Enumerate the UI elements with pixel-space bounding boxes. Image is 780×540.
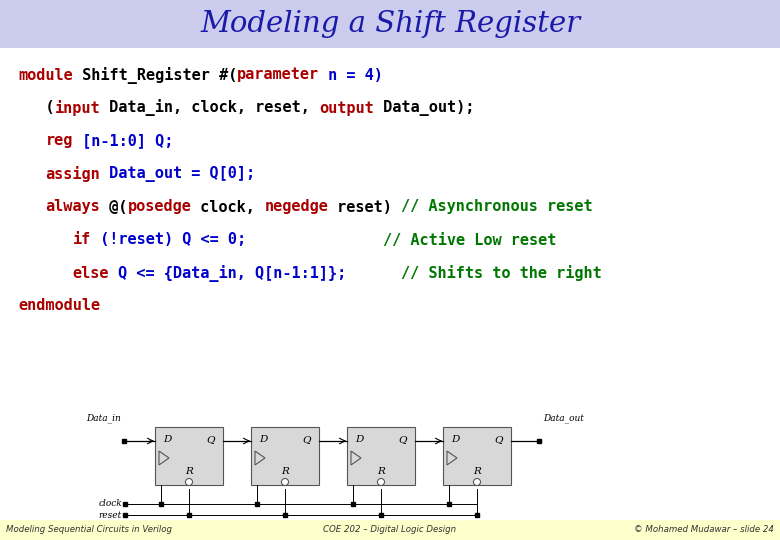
Text: endmodule: endmodule (18, 299, 100, 314)
Text: negedge: negedge (264, 199, 328, 214)
Text: Modeling a Shift Register: Modeling a Shift Register (200, 10, 580, 38)
Text: module: module (18, 68, 73, 83)
Text: Data_out: Data_out (543, 413, 584, 423)
Text: R: R (281, 468, 289, 476)
Text: COE 202 – Digital Logic Design: COE 202 – Digital Logic Design (324, 525, 456, 535)
Bar (443, 427, 511, 485)
Text: assign: assign (45, 166, 100, 182)
Bar (0, 520, 780, 540)
Text: Q: Q (207, 435, 215, 444)
Text: output: output (319, 100, 374, 116)
Text: Shift_Register #(: Shift_Register #( (73, 66, 237, 84)
Text: input: input (55, 100, 100, 116)
Text: reset: reset (99, 510, 122, 519)
Text: Modeling Sequential Circuits in Verilog: Modeling Sequential Circuits in Verilog (6, 525, 172, 535)
Text: (: ( (18, 100, 55, 116)
Text: D: D (451, 435, 459, 444)
Circle shape (378, 478, 385, 485)
Text: D: D (259, 435, 268, 444)
Bar (155, 427, 223, 485)
Text: clock,: clock, (191, 199, 264, 214)
Text: else: else (73, 266, 109, 280)
Text: // Active Low reset: // Active Low reset (383, 233, 556, 247)
Text: R: R (185, 468, 193, 476)
Text: reg: reg (45, 133, 73, 148)
Text: Q: Q (303, 435, 311, 444)
Text: // Shifts to the right: // Shifts to the right (401, 265, 602, 281)
Circle shape (473, 478, 480, 485)
Text: Q: Q (495, 435, 503, 444)
Text: R: R (377, 468, 385, 476)
Text: always: always (45, 199, 100, 214)
Text: reset): reset) (328, 199, 401, 214)
Bar (251, 427, 319, 485)
Text: D: D (163, 435, 172, 444)
Circle shape (186, 478, 193, 485)
Text: © Mohamed Mudawar – slide 24: © Mohamed Mudawar – slide 24 (634, 525, 774, 535)
Bar (347, 427, 415, 485)
Text: @(: @( (100, 199, 127, 214)
Bar (0, 0, 780, 48)
Text: posedge: posedge (127, 199, 191, 214)
Text: Q <= {Data_in, Q[n-1:1]};: Q <= {Data_in, Q[n-1:1]}; (109, 265, 401, 281)
Text: [n-1:0] Q;: [n-1:0] Q; (73, 133, 173, 148)
Text: Data_out);: Data_out); (374, 100, 474, 116)
Text: if: if (73, 233, 91, 247)
Text: Data_out = Q[0];: Data_out = Q[0]; (100, 166, 255, 182)
Text: R: R (473, 468, 481, 476)
Text: Q: Q (399, 435, 407, 444)
Text: parameter: parameter (237, 68, 319, 83)
Text: n = 4): n = 4) (319, 68, 383, 83)
Text: (!reset) Q <= 0;: (!reset) Q <= 0; (91, 233, 383, 247)
Text: clock: clock (98, 500, 122, 509)
Text: Data_in: Data_in (87, 413, 121, 423)
Text: Data_in, clock, reset,: Data_in, clock, reset, (100, 99, 319, 117)
Text: D: D (355, 435, 363, 444)
Circle shape (282, 478, 289, 485)
Text: // Asynchronous reset: // Asynchronous reset (401, 199, 593, 214)
